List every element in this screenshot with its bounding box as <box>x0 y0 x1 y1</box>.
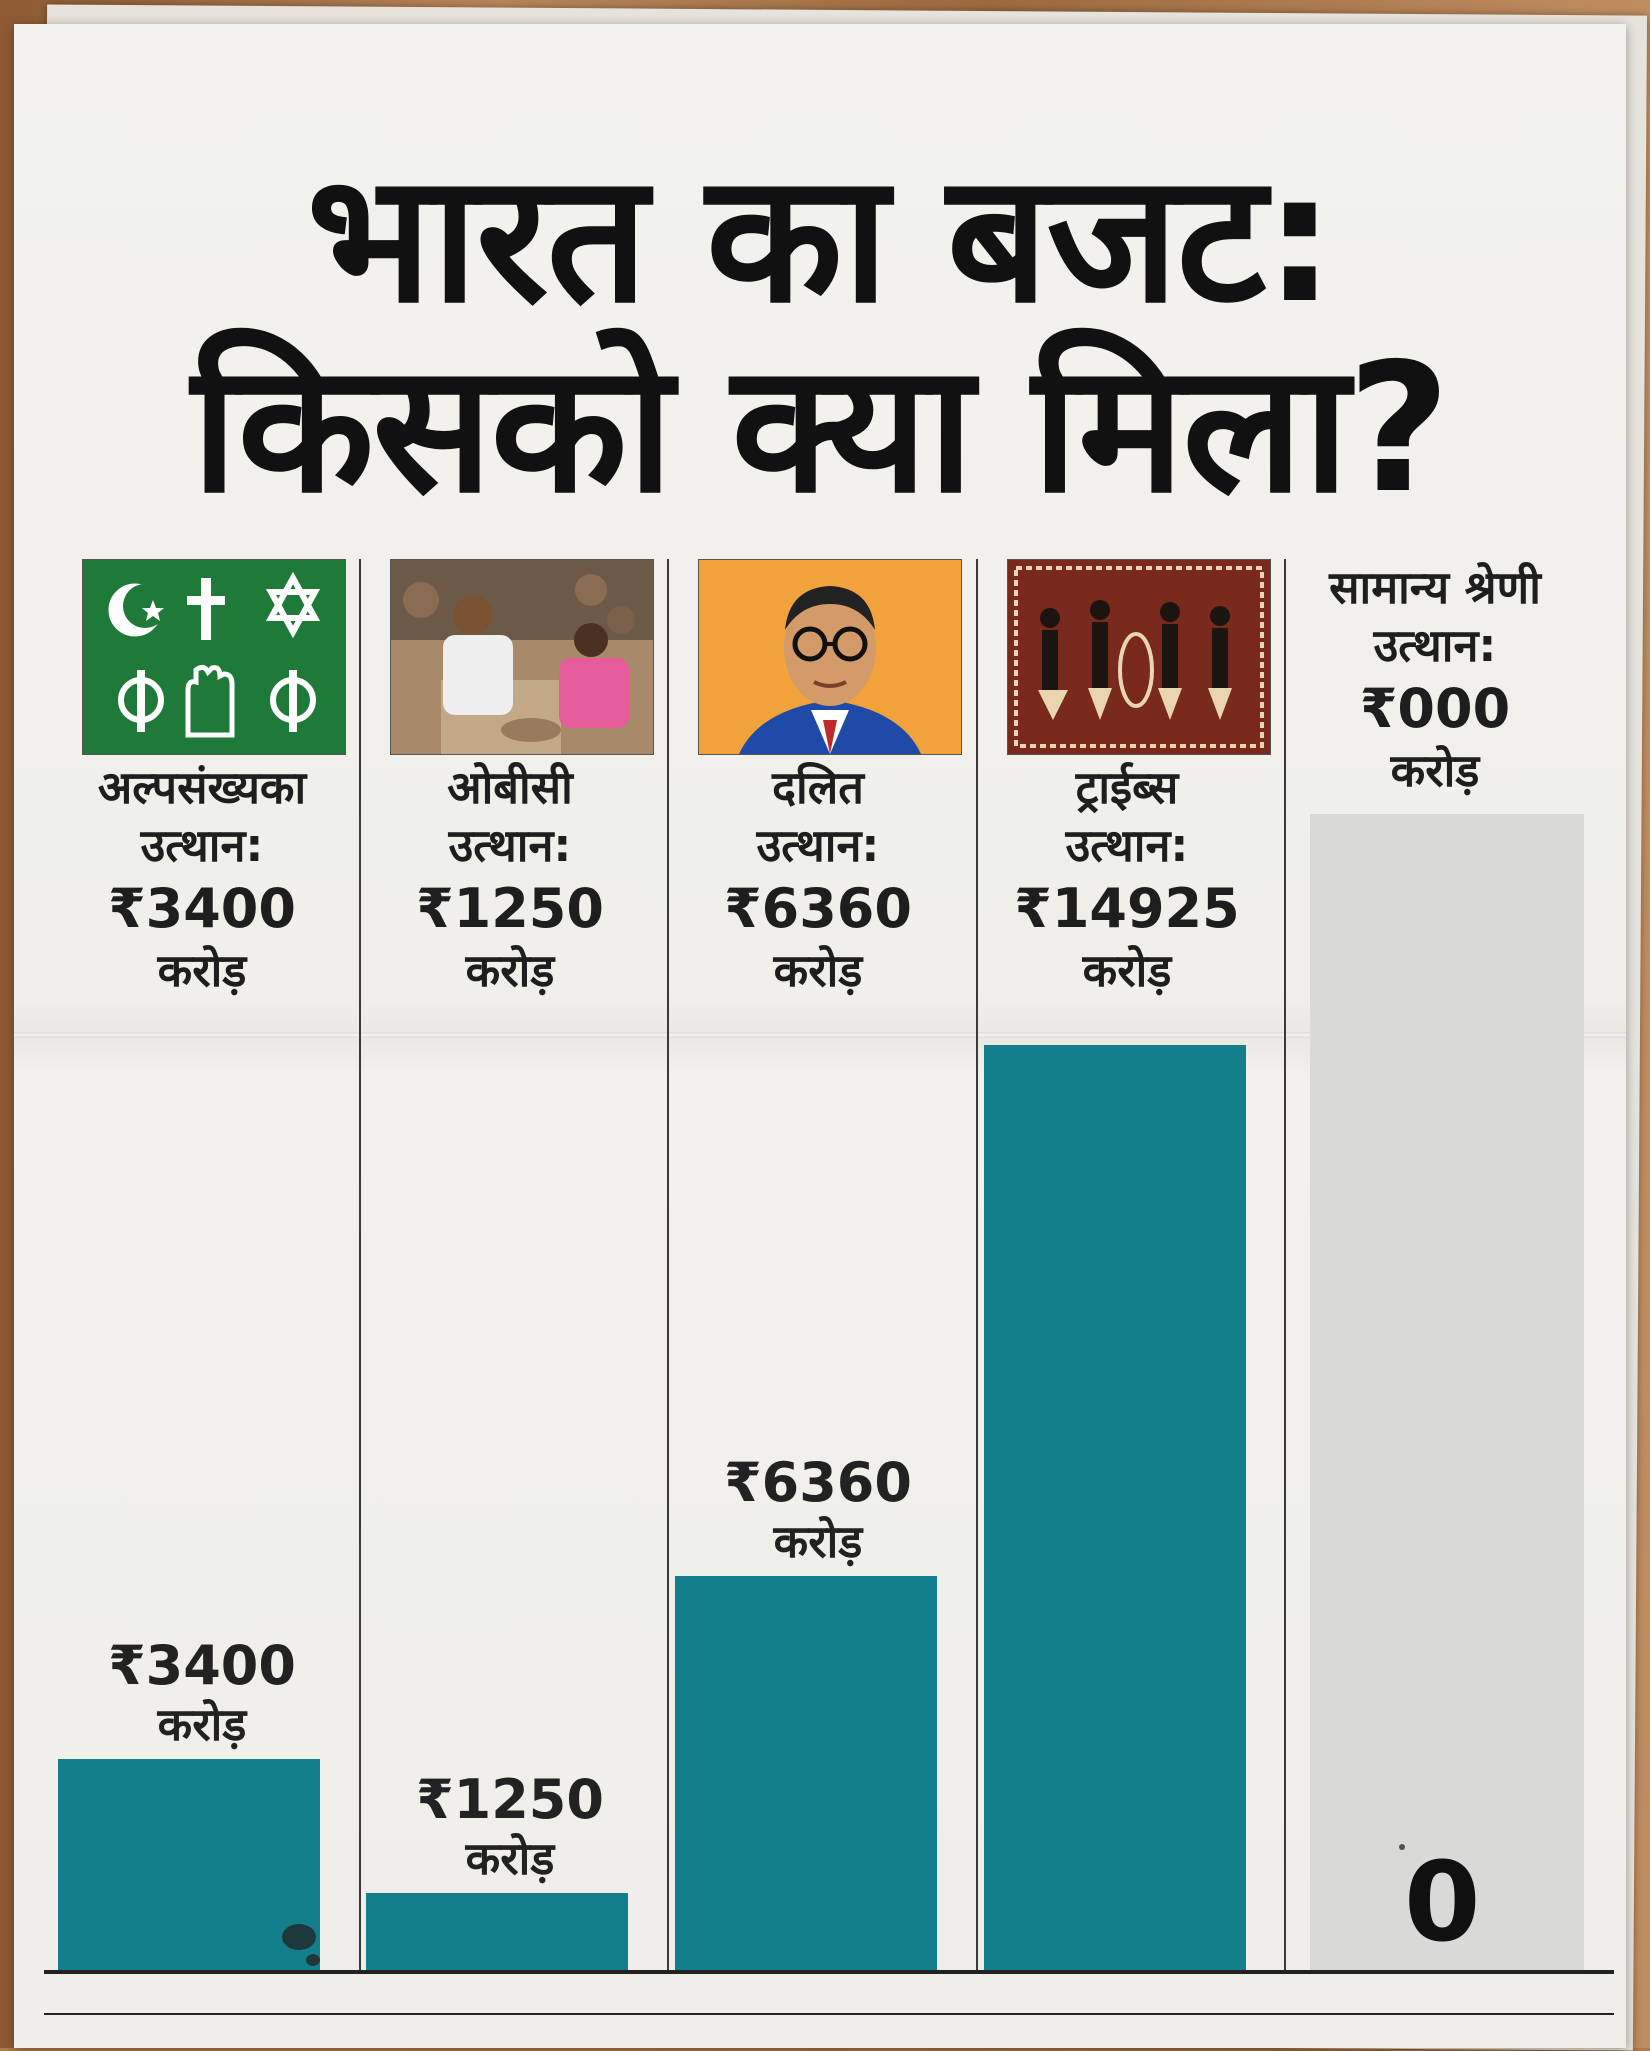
column-divider <box>1284 559 1286 1971</box>
religion-symbols-icon <box>82 559 346 755</box>
ambedkar-portrait <box>698 559 962 755</box>
chart-baseline <box>44 1970 1614 1974</box>
bar-amount: ₹3400 <box>108 1634 296 1698</box>
bar-value-label: ₹3400 करोड़ <box>52 1635 352 1753</box>
bar-minority <box>58 1759 320 1970</box>
column-obc: ओबीसी उत्थान: ₹1250 करोड़ <box>360 559 660 1971</box>
amount-text: ₹3400 <box>108 877 296 940</box>
bar-obc <box>366 1892 628 1970</box>
column-general: सामान्य श्रेणी उत्थान: ₹000 करोड़ <box>1285 559 1585 1971</box>
bar-general-background <box>1310 814 1584 1970</box>
ink-smudge <box>282 1924 316 1950</box>
bar-unit: करोड़ <box>157 1698 247 1752</box>
amount-text: ₹1250 <box>416 877 604 940</box>
category-name: ट्राईब्स <box>1075 761 1179 814</box>
category-name: अल्पसंख्यका <box>97 761 307 814</box>
amount-unit: करोड़ <box>157 944 247 997</box>
bar-amount: ₹6360 <box>724 1450 912 1514</box>
column-divider <box>976 559 978 1971</box>
column-label: ओबीसी उत्थान: ₹1250 करोड़ <box>360 759 660 999</box>
bar-value-label: ₹1250 करोड़ <box>360 1767 660 1887</box>
column-label: ट्राईब्स उत्थान: ₹14925 करोड़ <box>977 759 1277 999</box>
column-dalit: दलित उत्थान: ₹6360 करोड़ <box>668 559 968 1971</box>
artisans-photo <box>390 559 654 755</box>
bar-dalit <box>675 1575 937 1970</box>
bar-unit: करोड़ <box>773 1514 863 1568</box>
amount-text: ₹6360 <box>724 877 912 940</box>
amount-text: ₹14925 <box>1014 877 1240 940</box>
category-subtitle: उत्थान: <box>448 819 572 872</box>
column-minority: अल्पसंख्यका उत्थान: ₹3400 करोड़ <box>52 559 352 1971</box>
zero-value-label: 0 <box>1404 1838 1481 1966</box>
category-name: दलित <box>772 761 864 814</box>
newspaper-page: भारत का बजट: किसको क्या मिला? <box>14 24 1626 2048</box>
category-name: सामान्य श्रेणी <box>1329 561 1541 614</box>
bar-unit: करोड़ <box>465 1831 555 1885</box>
title-line-1: भारत का बजट: <box>306 135 1336 342</box>
ink-speck <box>1399 1844 1405 1850</box>
category-subtitle: उत्थान: <box>1065 819 1189 872</box>
amount-text: ₹000 <box>1359 677 1511 740</box>
column-label: दलित उत्थान: ₹6360 करोड़ <box>668 759 968 999</box>
paper-fold <box>14 1032 1626 1038</box>
category-subtitle: उत्थान: <box>756 819 880 872</box>
category-name: ओबीसी <box>447 761 573 814</box>
amount-unit: करोड़ <box>465 944 555 997</box>
bar-tribes <box>984 1045 1246 1970</box>
amount-unit: करोड़ <box>773 944 863 997</box>
page-title: भारत का बजट: किसको क्या मिला? <box>14 144 1626 524</box>
bar-value-label: ₹6360 करोड़ <box>668 1450 968 1570</box>
amount-unit: करोड़ <box>1082 944 1172 997</box>
column-label: अल्पसंख्यका उत्थान: ₹3400 करोड़ <box>52 759 352 999</box>
column-tribes: ट्राईब्स उत्थान: ₹14925 करोड़ <box>977 559 1277 1971</box>
category-subtitle: उत्थान: <box>140 819 264 872</box>
bar-amount: ₹1250 <box>416 1767 604 1831</box>
footer-rule <box>44 2013 1614 2015</box>
column-divider <box>359 559 361 1971</box>
column-divider <box>667 559 669 1971</box>
amount-unit: करोड़ <box>1390 744 1480 797</box>
ink-smudge <box>306 1954 320 1966</box>
title-line-2: किसको क्या मिला? <box>191 325 1450 532</box>
tribal-art-painting <box>1007 559 1271 755</box>
column-label: सामान्य श्रेणी उत्थान: ₹000 करोड़ <box>1285 559 1585 799</box>
category-subtitle: उत्थान: <box>1373 619 1497 672</box>
